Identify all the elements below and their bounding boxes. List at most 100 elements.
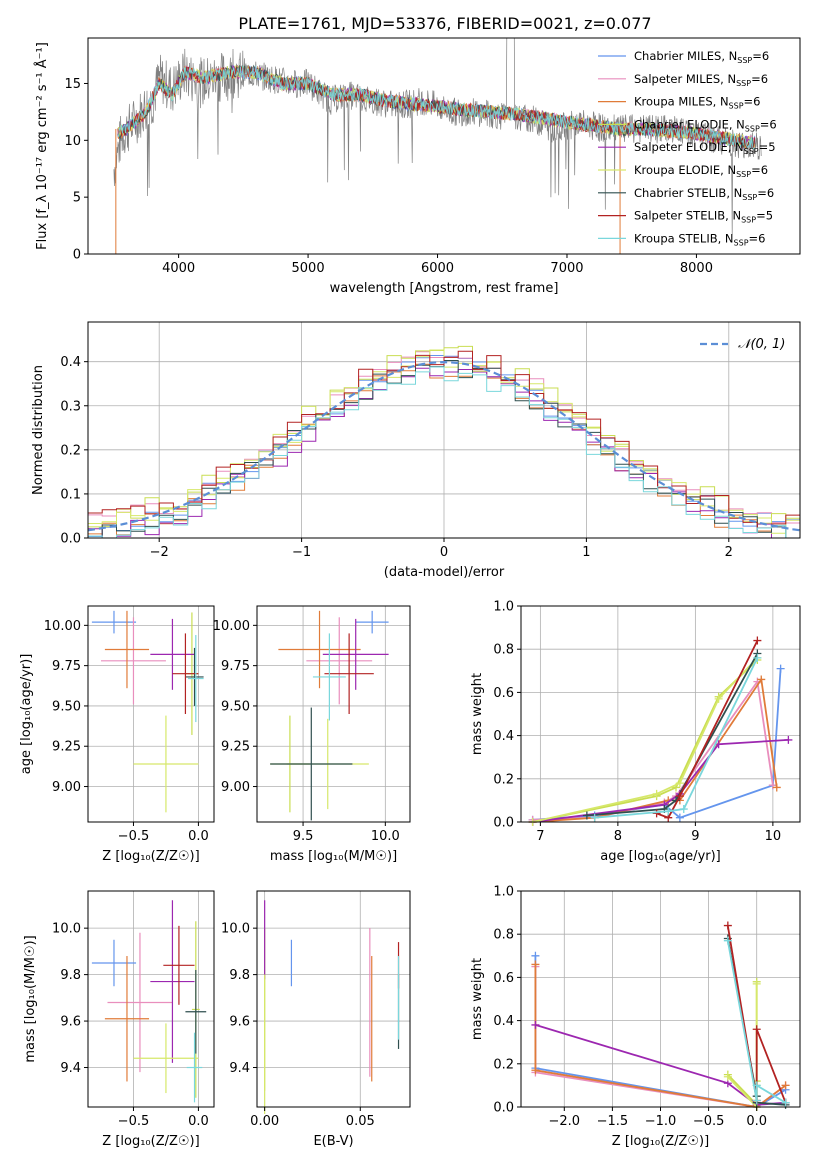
- y-tick-label: 9.6: [60, 1015, 81, 1030]
- age-vs-mass-panel: 9.5 10.0 9.00 9.25 9.50 9.75 10.00 mass [log₁₀(…: [213, 605, 411, 864]
- y-tick-label: 9.8: [60, 968, 81, 983]
- y-tick-label: 1.0: [493, 600, 514, 615]
- x-axis-label: Z [log₁₀(Z/Z☉)]: [612, 1134, 709, 1149]
- weight-point-marker: [531, 1020, 540, 1029]
- weight-point-marker: [590, 813, 599, 822]
- y-tick-label: 0.4: [493, 729, 514, 744]
- error-bars: [270, 610, 389, 821]
- x-tick-label: 2: [725, 545, 733, 560]
- weight-series-line: [586, 653, 759, 817]
- mass-vs-ebv-panel: 0.00 0.05 9.4 9.6 9.8 10.0 E(B-V): [221, 890, 411, 1149]
- y-tick-label: 0.8: [493, 928, 514, 943]
- weight-series-line: [534, 964, 787, 1108]
- y-tick-label: 9.4: [60, 1061, 81, 1076]
- x-axis-label: Z [log₁₀(Z/Z☉)]: [102, 849, 199, 864]
- y-axis-label: mass weight: [470, 673, 485, 755]
- legend-label: Kroupa ELODIE, NSSP=6: [634, 163, 768, 179]
- weight-point-marker: [772, 783, 781, 792]
- x-tick-label: 7000: [550, 261, 583, 276]
- weight-series-line: [656, 640, 759, 819]
- legend-label: Kroupa STELIB, NSSP=6: [634, 231, 765, 247]
- y-tick-label: 0.8: [493, 643, 514, 658]
- weight-vs-age-panel: 7 8 9 10 0.0 0.2 0.4 0.6 0.8 1.0 age [log₁₀(age/yr…: [470, 600, 801, 864]
- weight-point-marker: [753, 636, 762, 645]
- legend-label: Salpeter MILES, NSSP=6: [634, 72, 768, 88]
- age-vs-metallicity-panel: −0.5 0.0 9.00 9.25 9.50 9.75 10.00 Z [log₁₀(Z/Z…: [19, 605, 215, 864]
- x-axis-label: wavelength [Angstrom, rest frame]: [330, 281, 559, 296]
- y-tick-label: 10.0: [52, 922, 81, 937]
- y-axis-label: mass weight: [470, 958, 485, 1040]
- weight-point-marker: [757, 675, 766, 684]
- y-tick-label: 9.75: [221, 659, 250, 674]
- x-axis-label: age [log₁₀(age/yr)]: [600, 849, 721, 864]
- y-tick-label: 9.75: [52, 659, 81, 674]
- legend-label: Chabrier ELODIE, NSSP=6: [634, 117, 777, 133]
- y-tick-label: 10.00: [44, 619, 81, 634]
- axes-frame: [87, 37, 801, 255]
- legend-label: Salpeter STELIB, NSSP=5: [634, 209, 773, 225]
- weight-point-marker: [752, 1081, 761, 1090]
- axes-frame: [520, 605, 801, 823]
- spectrum-panel: 4000 5000 6000 7000 8000 0 5 10 15 wavelength [An…: [34, 37, 801, 296]
- grid-lines: [257, 891, 410, 1107]
- x-tick-label: 0.05: [346, 1114, 375, 1129]
- weight-point-marker: [714, 694, 723, 703]
- y-tick-label: 9.50: [52, 699, 81, 714]
- x-tick-label: −0.5: [693, 1114, 725, 1129]
- y-tick-label: 0.0: [493, 1101, 514, 1116]
- y-tick-label: 0.4: [60, 355, 81, 370]
- legend-label: Chabrier MILES, NSSP=6: [634, 49, 769, 65]
- y-axis-label: Normed distribution: [31, 365, 46, 495]
- x-tick-label: 0: [440, 545, 448, 560]
- weight-point-marker: [753, 653, 762, 662]
- weight-series-line: [726, 925, 787, 1104]
- x-tick-label: 10: [765, 829, 782, 844]
- y-tick-label: 9.25: [52, 740, 81, 755]
- x-tick-label: 4000: [162, 261, 195, 276]
- y-tick-label: 0.6: [493, 971, 514, 986]
- y-tick-label: 0.2: [493, 1057, 514, 1072]
- y-tick-label: 0.2: [493, 772, 514, 787]
- x-tick-label: 8: [614, 829, 622, 844]
- y-tick-label: 9.8: [229, 968, 250, 983]
- gaussian-legend-label: 𝒩(0, 1): [738, 337, 785, 352]
- spectrum-legend: Chabrier MILES, NSSP=6 Salpeter MILES, NS…: [598, 49, 777, 247]
- residual-histogram: [88, 366, 800, 538]
- y-tick-label: 9.6: [229, 1015, 250, 1030]
- x-tick-label: 8000: [680, 261, 713, 276]
- axes-frame: [87, 890, 215, 1108]
- y-tick-label: 0.6: [493, 686, 514, 701]
- weight-point-marker: [723, 1072, 732, 1081]
- y-tick-label: 9.25: [221, 740, 250, 755]
- weight-point-marker: [752, 1096, 761, 1105]
- y-tick-label: 9.00: [52, 780, 81, 795]
- y-tick-label: 9.4: [229, 1061, 250, 1076]
- axes-frame: [87, 605, 215, 823]
- x-tick-label: 5000: [292, 261, 325, 276]
- gaussian-curve: [88, 360, 800, 532]
- weight-point-marker: [723, 921, 732, 930]
- spectrum-lines: [113, 38, 762, 254]
- figure-title: PLATE=1761, MJD=53376, FIBERID=0021, z=0…: [238, 14, 651, 33]
- residual-histogram: [88, 345, 800, 528]
- weight-lines: [528, 636, 793, 826]
- weight-series-line: [594, 657, 759, 819]
- x-tick-label: −0.5: [118, 1114, 150, 1129]
- weight-point-marker: [582, 811, 591, 820]
- y-axis-label: Flux [f_λ 10⁻¹⁷ erg cm⁻² s⁻¹ Å⁻¹]: [34, 42, 50, 250]
- x-tick-label: 6000: [421, 261, 454, 276]
- x-tick-label: 0.0: [746, 1114, 767, 1129]
- y-tick-label: 0.3: [60, 399, 81, 414]
- y-tick-label: 5: [73, 191, 81, 206]
- model-spectrum-line: [117, 65, 756, 151]
- y-tick-label: 9.00: [221, 780, 250, 795]
- legend-label: Salpeter ELODIE, NSSP=5: [634, 140, 776, 156]
- y-tick-label: 10.0: [221, 922, 250, 937]
- weight-point-marker: [664, 807, 673, 816]
- y-tick-label: 0.4: [493, 1014, 514, 1029]
- x-axis-label: (data-model)/error: [384, 565, 505, 580]
- weight-series-line: [532, 657, 759, 823]
- weight-point-marker: [752, 1025, 761, 1034]
- y-tick-label: 1.0: [493, 885, 514, 900]
